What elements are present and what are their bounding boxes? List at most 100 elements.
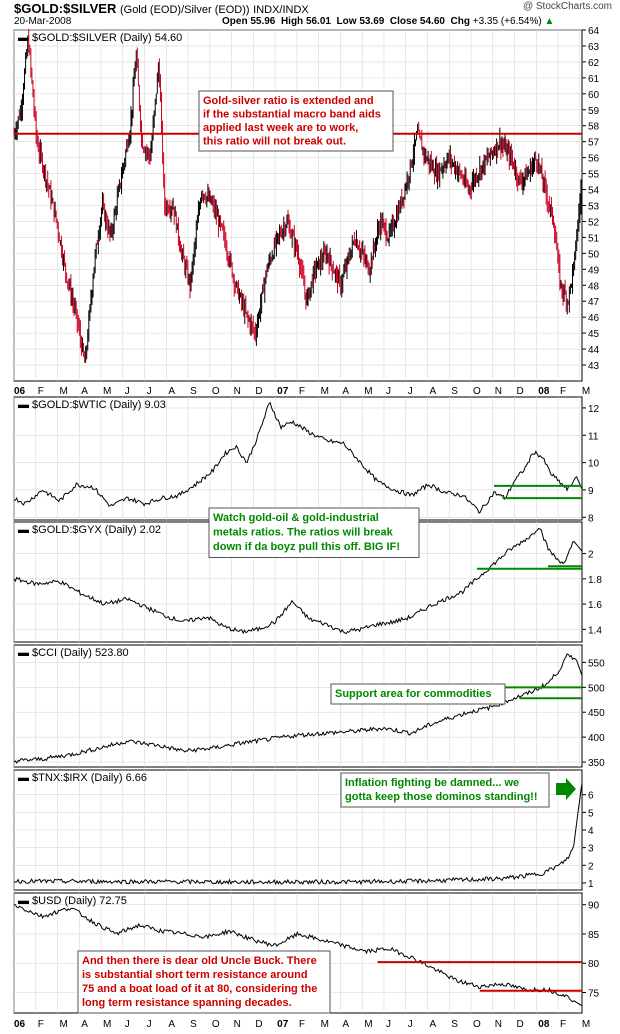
y-tick-label: 51: [588, 233, 600, 244]
y-tick-label: 85: [588, 930, 600, 941]
y-tick-label: 43: [588, 361, 600, 372]
x-tick-label: 08: [538, 386, 550, 397]
chg-label: Chg: [450, 16, 470, 27]
y-tick-label: 10: [588, 459, 600, 470]
x-tick-label: M: [582, 1019, 590, 1030]
chart-panel-5: 1 2 3 4 5 6 ▬ $TNX:$IRX (Daily) 6.66: [13, 769, 594, 891]
x-tick-label: N: [234, 386, 241, 397]
x-tick-label: D: [517, 1019, 524, 1030]
annotation-text: gotta keep those dominos standing!!: [345, 791, 538, 803]
y-tick-label: 61: [588, 74, 600, 85]
x-tick-label: S: [190, 386, 197, 397]
chart-date: 20-Mar-2008: [14, 16, 72, 27]
x-tick-label: D: [517, 386, 524, 397]
chart-panel-1: 43 44 45 46 47 48 49 50 51 52 53 54 55 56 57 58 59 60 61 62…: [13, 26, 600, 397]
x-tick-label: A: [168, 386, 175, 397]
annotation-text: Inflation fighting be damned... we: [345, 777, 519, 789]
x-tick-label: J: [386, 1019, 391, 1030]
y-tick-label: 500: [588, 683, 605, 694]
close-label: Close: [389, 16, 418, 27]
up-arrow-icon: ▲: [544, 16, 555, 27]
annotation-ratios: Watch gold-oil & gold-industrial metals r…: [208, 507, 420, 558]
x-tick-label: A: [342, 1019, 349, 1030]
y-tick-label: 62: [588, 58, 600, 69]
x-tick-label: N: [234, 1019, 241, 1030]
x-tick-label: A: [81, 1019, 88, 1030]
x-tick-label: S: [190, 1019, 197, 1030]
x-tick-label: N: [495, 386, 502, 397]
x-tick-label: M: [103, 1019, 111, 1030]
y-tick-label: 47: [588, 297, 600, 308]
chart-symbol-title: $GOLD:$SILVER (Gold (EOD)/Silver (EOD)) …: [14, 1, 309, 16]
x-tick-label: 06: [14, 1019, 26, 1030]
x-tick-label: F: [38, 1019, 44, 1030]
x-tick-label: M: [321, 386, 329, 397]
y-tick-label: 75: [588, 989, 600, 1000]
x-tick-label: M: [364, 1019, 372, 1030]
annotation-text: applied last week are to work,: [203, 122, 358, 134]
annotation-support: Support area for commodities: [330, 683, 506, 705]
annotation-text: metals ratios. The ratios will break: [213, 527, 394, 539]
series-line: [13, 653, 583, 764]
y-tick-label: 48: [588, 281, 600, 292]
y-tick-label: 57: [588, 138, 600, 149]
y-tick-label: 49: [588, 265, 600, 276]
annotation-text: down if da boyz pull this off. BIG IF!: [213, 541, 400, 553]
stockcharts-credit: @ StockCharts.com: [522, 1, 612, 12]
x-tick-label: M: [60, 386, 68, 397]
x-tick-label: J: [408, 386, 413, 397]
y-tick-label: 11: [588, 431, 599, 442]
x-tick-label: O: [473, 386, 481, 397]
symbol: $GOLD:$SILVER: [14, 1, 117, 16]
annotation-text: And then there is dear old Uncle Buck. T…: [82, 955, 317, 967]
chg-value: +3.35 (+6.54%): [472, 16, 542, 27]
annotation-text: is substantial short term resistance aro…: [82, 969, 308, 981]
x-tick-label: A: [168, 1019, 175, 1030]
annotation-usd: And then there is dear old Uncle Buck. T…: [77, 950, 331, 1014]
y-tick-label: 9: [588, 486, 594, 497]
x-tick-label: F: [560, 1019, 566, 1030]
y-tick-label: 80: [588, 959, 600, 970]
series-line: [13, 903, 583, 1007]
x-tick-label: J: [147, 386, 152, 397]
annotation-text: long term resistance spanning decades.: [82, 997, 292, 1009]
y-tick-label: 4: [588, 826, 594, 837]
x-tick-label: A: [429, 1019, 436, 1030]
x-tick-label: M: [103, 386, 111, 397]
x-tick-label: A: [429, 386, 436, 397]
x-tick-label: A: [81, 386, 88, 397]
series-legend: ▬ $GOLD:$WTIC (Daily) 9.03: [18, 399, 166, 411]
y-tick-label: 54: [588, 186, 600, 197]
y-tick-label: 1.8: [588, 575, 602, 586]
x-tick-label: S: [451, 386, 458, 397]
y-tick-label: 5: [588, 808, 594, 819]
y-tick-label: 400: [588, 733, 605, 744]
series-line: [13, 527, 583, 635]
annotation-text: Watch gold-oil & gold-industrial: [213, 512, 379, 524]
y-tick-label: 450: [588, 708, 605, 719]
y-tick-label: 350: [588, 758, 605, 769]
panel-frame: [13, 396, 583, 521]
high-value: 56.01: [305, 16, 331, 27]
x-tick-label: J: [125, 1019, 130, 1030]
annotation-box: [340, 772, 550, 808]
annotation-box: [208, 507, 420, 558]
chart-panel-3: 1.4 1.6 1.8 2 ▬ $GOLD:$GYX (Daily) 2.02: [13, 521, 602, 643]
x-tick-label: 07: [277, 386, 289, 397]
series-legend: ▬ $TNX:$IRX (Daily) 6.66: [18, 772, 147, 784]
y-tick-label: 50: [588, 249, 600, 260]
y-tick-label: 3: [588, 844, 594, 855]
y-tick-label: 55: [588, 170, 600, 181]
x-tick-label: 06: [14, 386, 26, 397]
x-tick-label: F: [38, 386, 44, 397]
y-tick-label: 12: [588, 404, 600, 415]
y-tick-label: 1.4: [588, 625, 602, 636]
y-tick-label: 550: [588, 658, 605, 669]
series-legend: ▬ $GOLD:$SILVER (Daily) 54.60: [18, 32, 182, 44]
x-tick-label: D: [255, 386, 262, 397]
x-tick-label: F: [299, 386, 305, 397]
annotation-text: Support area for commodities: [335, 688, 491, 700]
x-tick-label: A: [342, 386, 349, 397]
x-tick-label: M: [321, 1019, 329, 1030]
